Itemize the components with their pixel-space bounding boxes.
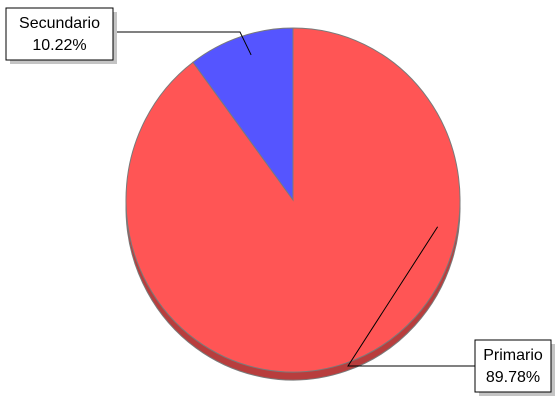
label-layer: Primario 89.78% Secundario 10.22% bbox=[5, 7, 555, 396]
leader-line-primario bbox=[347, 226, 475, 367]
leader-line-secundario bbox=[117, 31, 252, 56]
slice-value-secundario: 10.22% bbox=[32, 37, 86, 54]
slice-value-primario: 89.78% bbox=[486, 369, 540, 386]
pie-layer bbox=[125, 27, 461, 381]
pie-slice-secundario bbox=[192, 27, 294, 202]
label-box-secundario bbox=[5, 7, 114, 61]
slice-label-primario: Primario bbox=[483, 347, 543, 364]
label-box-primario bbox=[474, 339, 552, 393]
slice-label-secundario: Secundario bbox=[19, 15, 100, 32]
